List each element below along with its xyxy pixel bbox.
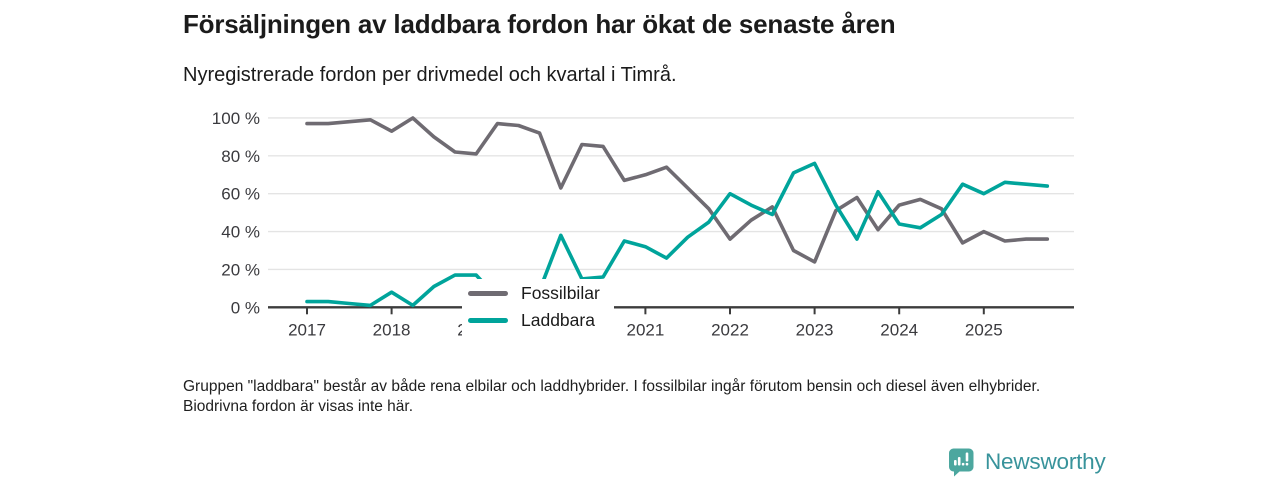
chart-subtitle: Nyregistrerade fordon per drivmedel och … <box>183 64 677 86</box>
newsworthy-logo-text: Newsworthy <box>985 448 1106 474</box>
legend-label: Fossilbilar <box>521 283 600 303</box>
line-chart-svg: 0 %20 %40 %60 %80 %100 %2017201820192020… <box>212 109 1074 339</box>
y-tick-label: 20 % <box>221 260 260 279</box>
y-tick-label: 80 % <box>221 147 260 166</box>
y-tick-label: 100 % <box>212 109 260 128</box>
laddbara-line-swatch <box>468 318 508 323</box>
x-tick-label: 2025 <box>965 320 1003 339</box>
x-tick-label: 2024 <box>880 320 918 339</box>
newsworthy-badge-icon <box>949 448 974 477</box>
x-tick-label: 2022 <box>711 320 749 339</box>
badge-shape <box>949 448 974 477</box>
fossilbilar-line-swatch <box>468 291 508 296</box>
chart-legend: Fossilbilar Laddbara <box>462 279 614 337</box>
legend-item-fossilbilar: Fossilbilar <box>468 283 600 304</box>
x-tick-label: 2018 <box>373 320 411 339</box>
y-tick-label: 60 % <box>221 185 260 204</box>
legend-item-laddbara: Laddbara <box>468 310 600 331</box>
y-tick-label: 40 % <box>221 223 260 242</box>
chart-footnote: Gruppen "laddbara" består av både rena e… <box>183 378 1041 415</box>
x-tick-label: 2017 <box>288 320 326 339</box>
y-tick-label: 0 % <box>231 298 260 317</box>
chart-title: Försäljningen av laddbara fordon har öka… <box>183 9 896 39</box>
newsworthy-logo: Newsworthy <box>946 446 1106 477</box>
series-line-laddbara <box>305 161 1050 308</box>
legend-label: Laddbara <box>521 310 595 330</box>
series-line-fossilbilar <box>305 116 1050 264</box>
x-tick-label: 2023 <box>796 320 834 339</box>
line-chart: 0 %20 %40 %60 %80 %100 %2017201820192020… <box>180 95 1100 350</box>
x-tick-label: 2021 <box>626 320 664 339</box>
